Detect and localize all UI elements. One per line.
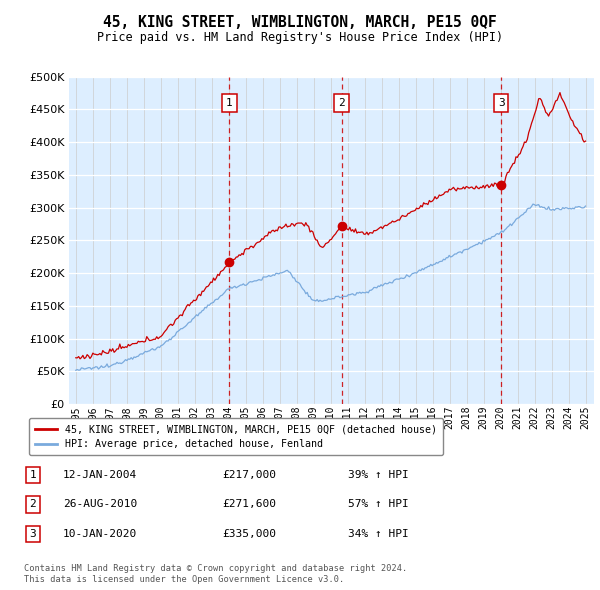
Text: 1: 1 (226, 98, 233, 108)
Text: This data is licensed under the Open Government Licence v3.0.: This data is licensed under the Open Gov… (24, 575, 344, 584)
Text: £335,000: £335,000 (222, 529, 276, 539)
Text: 26-AUG-2010: 26-AUG-2010 (63, 500, 137, 509)
Text: 45, KING STREET, WIMBLINGTON, MARCH, PE15 0QF: 45, KING STREET, WIMBLINGTON, MARCH, PE1… (103, 15, 497, 30)
Text: Price paid vs. HM Land Registry's House Price Index (HPI): Price paid vs. HM Land Registry's House … (97, 31, 503, 44)
Text: 2: 2 (29, 500, 37, 509)
Text: 39% ↑ HPI: 39% ↑ HPI (348, 470, 409, 480)
Text: 10-JAN-2020: 10-JAN-2020 (63, 529, 137, 539)
Text: Contains HM Land Registry data © Crown copyright and database right 2024.: Contains HM Land Registry data © Crown c… (24, 565, 407, 573)
Text: 3: 3 (498, 98, 505, 108)
Legend: 45, KING STREET, WIMBLINGTON, MARCH, PE15 0QF (detached house), HPI: Average pri: 45, KING STREET, WIMBLINGTON, MARCH, PE1… (29, 418, 443, 455)
Text: 2: 2 (338, 98, 345, 108)
Text: 34% ↑ HPI: 34% ↑ HPI (348, 529, 409, 539)
Text: 3: 3 (29, 529, 37, 539)
Text: 57% ↑ HPI: 57% ↑ HPI (348, 500, 409, 509)
Text: £217,000: £217,000 (222, 470, 276, 480)
Text: £271,600: £271,600 (222, 500, 276, 509)
Text: 1: 1 (29, 470, 37, 480)
Text: 12-JAN-2004: 12-JAN-2004 (63, 470, 137, 480)
